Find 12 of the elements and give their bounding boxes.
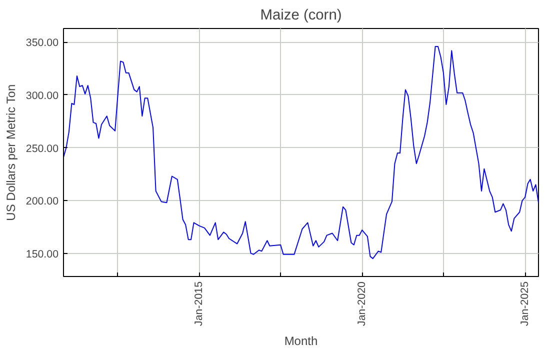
y-tick-label: 350.00	[26, 37, 59, 50]
y-tick-label: 200.00	[26, 196, 59, 208]
x-tick-label: Jan-2025	[519, 281, 532, 326]
y-axis-title: US Dollars per Metric Ton	[4, 84, 18, 221]
y-tick-label: 150.00	[26, 248, 59, 260]
y-tick-label: 300.00	[26, 90, 59, 102]
x-tick-label: Jan-2020	[356, 281, 368, 326]
line-series	[64, 46, 538, 260]
x-axis-title: Month	[284, 334, 318, 348]
y-tick-label: 250.00	[26, 142, 59, 155]
x-tick-label: Jan-2015	[193, 281, 206, 326]
chart-title: Maize (corn)	[260, 8, 342, 24]
